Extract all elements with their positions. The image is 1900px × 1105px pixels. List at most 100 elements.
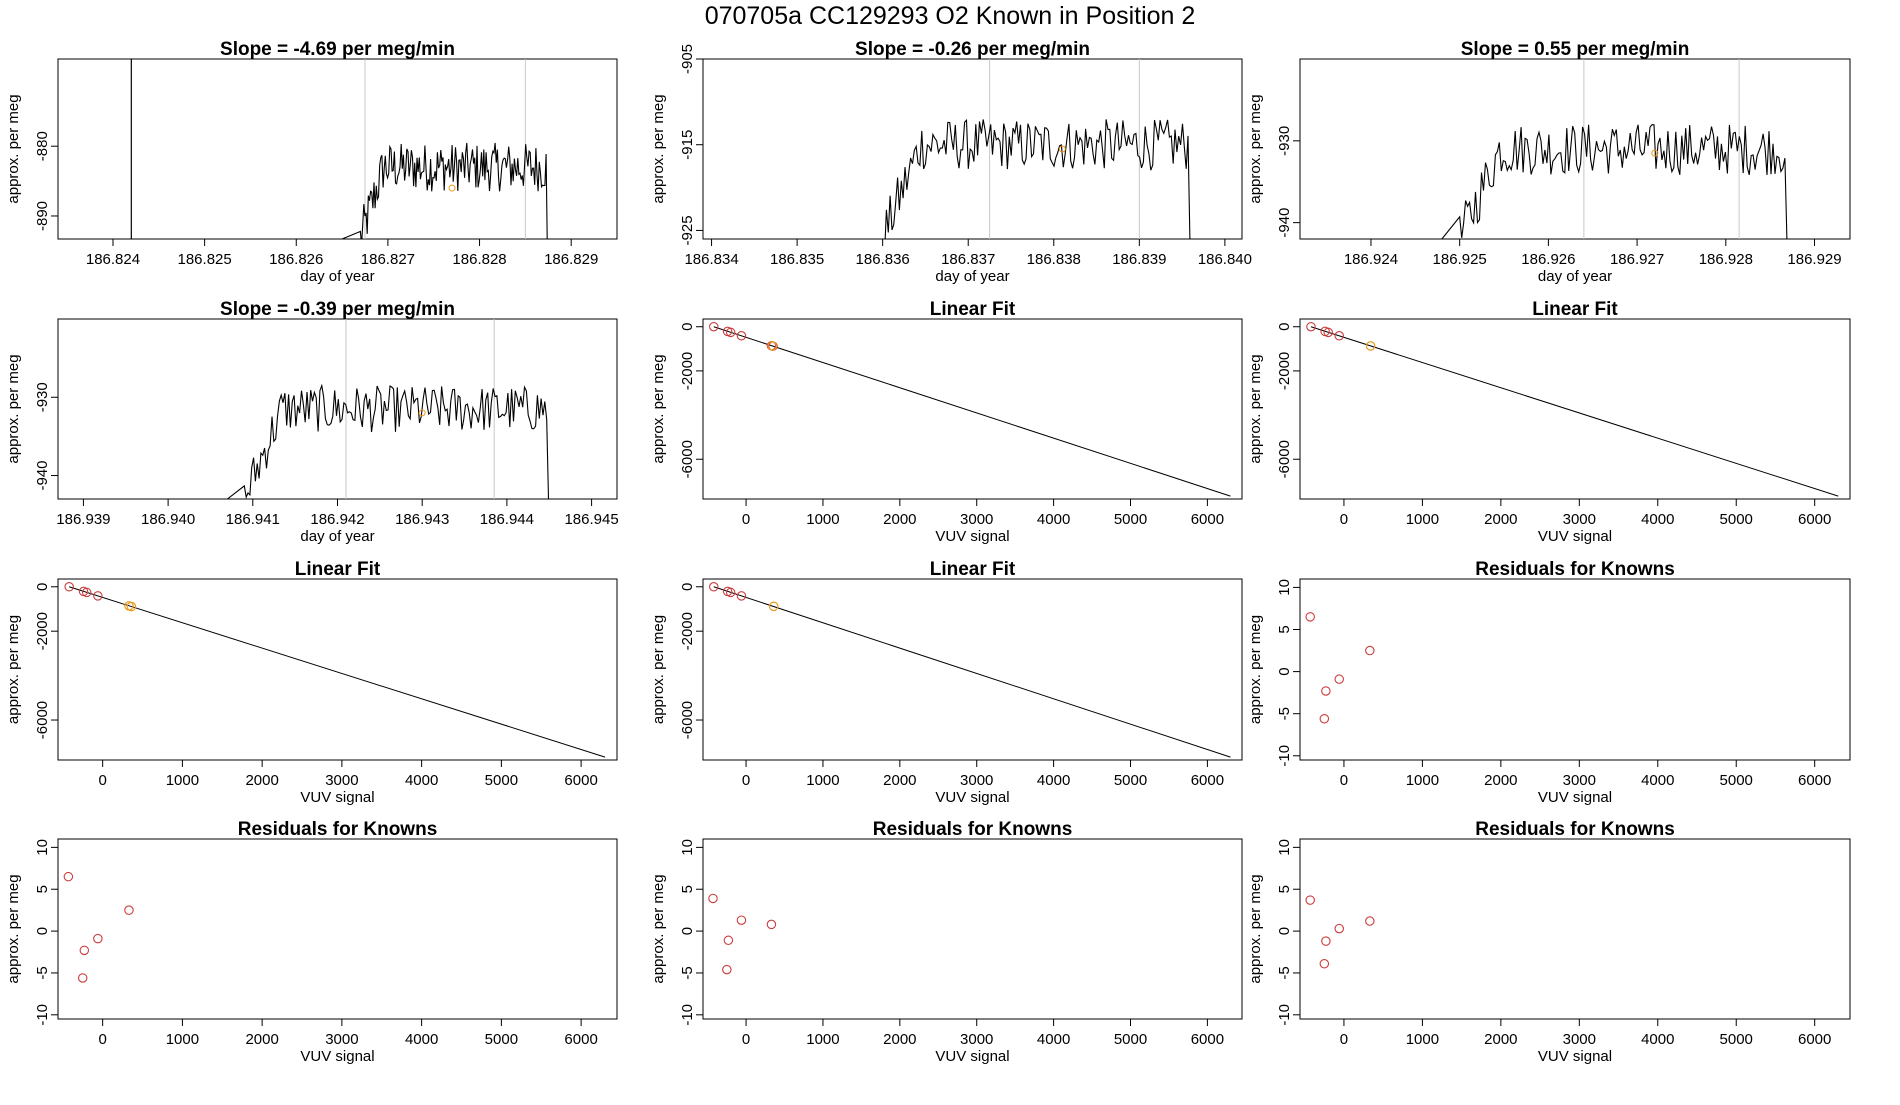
chart-title: Slope = -0.39 per meg/min — [220, 299, 455, 320]
x-tick-label: 3000 — [960, 511, 993, 528]
y-tick-label: 0 — [679, 927, 696, 935]
x-tick-label: 0 — [1340, 511, 1348, 528]
x-tick-label: 186.826 — [269, 251, 323, 268]
x-tick-label: 186.836 — [856, 251, 910, 268]
chart-title: Linear Fit — [930, 559, 1016, 580]
y-tick-label: -10 — [34, 1004, 51, 1026]
x-tick-label: 186.829 — [544, 251, 598, 268]
chart-row1-col2: Linear Fit 0 1000 2000 3000 4000 5000 6000 VUV s… — [650, 299, 1243, 545]
chart-row4-col1: Slope = -0.39 per meg/min 186.939 186.940 1… — [5, 299, 619, 545]
x-tick-label: 6000 — [1798, 1031, 1831, 1048]
y-tick-label: -890 — [34, 201, 51, 231]
y-tick-label: 0 — [1276, 667, 1293, 675]
data-point — [1334, 331, 1344, 341]
y-tick-label: 5 — [34, 885, 51, 893]
x-tick-label: 2000 — [1484, 1031, 1517, 1048]
plot-frame — [57, 838, 618, 1020]
y-tick-label: -940 — [1276, 208, 1293, 238]
data-point — [124, 905, 134, 915]
x-axis-label: VUV signal — [935, 789, 1009, 806]
x-tick-label: 6000 — [564, 1031, 597, 1048]
x-tick-label: 5000 — [1720, 772, 1753, 789]
chart-row4-col2: Linear Fit 0 1000 2000 3000 4000 5000 6000 VUV s… — [650, 559, 1243, 806]
y-tick-label: -5 — [1276, 966, 1293, 979]
x-axis-label: day of year — [300, 528, 374, 545]
y-axis-label: approx. per meg — [1247, 615, 1264, 724]
data-point — [1321, 936, 1331, 946]
chart-row2-col3: Residuals for Knowns 0 1000 2000 3000 4000 500… — [5, 819, 618, 1065]
fit-line — [69, 586, 606, 758]
chart-row1-col3: Residuals for Knowns 0 1000 2000 3000 4000 500… — [1247, 559, 1851, 806]
y-tick-label: -10 — [1276, 745, 1293, 767]
plot-area — [1300, 59, 1798, 239]
x-tick-label: 186.838 — [1027, 251, 1081, 268]
highlight-point — [768, 601, 779, 612]
chart-title: Slope = 0.55 per meg/min — [1461, 39, 1690, 60]
data-point — [77, 973, 88, 983]
x-tick-label: 0 — [742, 772, 750, 789]
data-trace — [58, 383, 559, 499]
x-tick-label: 186.825 — [178, 251, 232, 268]
x-tick-label: 186.925 — [1433, 251, 1487, 268]
x-tick-label: 186.828 — [452, 251, 506, 268]
x-tick-label: 186.924 — [1344, 251, 1398, 268]
x-tick-label: 6000 — [1798, 511, 1831, 528]
x-tick-label: 1000 — [166, 1031, 199, 1048]
x-tick-label: 186.928 — [1699, 251, 1753, 268]
x-tick-label: 0 — [742, 1031, 750, 1048]
y-tick-label: -6000 — [679, 701, 696, 739]
x-tick-label: 3000 — [1563, 511, 1596, 528]
x-tick-label: 186.837 — [941, 251, 995, 268]
x-axis-label: VUV signal — [935, 1048, 1009, 1065]
plot-area — [708, 893, 777, 975]
y-axis-label: approx. per meg — [5, 615, 22, 724]
data-point — [1323, 327, 1333, 338]
x-tick-label: 4000 — [405, 772, 438, 789]
x-tick-label: 4000 — [1641, 772, 1674, 789]
x-tick-label: 186.945 — [564, 511, 618, 528]
highlight-marker — [418, 409, 426, 417]
chart-title: Slope = -4.69 per meg/min — [220, 39, 455, 60]
chart-title: Linear Fit — [1532, 299, 1618, 320]
chart-row3-col1: Slope = 0.55 per meg/min 186.924 186.925 18… — [1247, 39, 1851, 285]
data-point — [1319, 958, 1330, 969]
x-tick-label: 1000 — [806, 772, 839, 789]
x-tick-label: 186.943 — [395, 511, 449, 528]
plot-frame — [57, 58, 618, 240]
x-tick-label: 5000 — [1720, 511, 1753, 528]
data-point — [1365, 916, 1375, 926]
chart-row3-col2: Linear Fit 0 1000 2000 3000 4000 5000 6000 VUV s… — [5, 559, 618, 806]
y-tick-label: -6000 — [1276, 440, 1293, 478]
x-tick-label: 1000 — [1406, 772, 1439, 789]
x-tick-label: 2000 — [245, 1031, 278, 1048]
x-tick-label: 6000 — [1191, 511, 1224, 528]
y-axis-label: approx. per meg — [1247, 874, 1264, 983]
data-point — [725, 587, 736, 598]
x-tick-label: 186.927 — [1610, 251, 1664, 268]
highlight-marker — [1651, 149, 1659, 157]
y-tick-label: 0 — [679, 323, 696, 331]
plot-frame — [1299, 58, 1851, 240]
x-tick-label: 4000 — [1037, 1031, 1070, 1048]
y-tick-label: -5 — [34, 966, 51, 979]
y-tick-label: -915 — [679, 130, 696, 160]
highlight-marker — [448, 184, 456, 192]
y-tick-label: -6000 — [34, 701, 51, 739]
x-tick-label: 3000 — [1563, 772, 1596, 789]
y-axis-label: approx. per meg — [650, 615, 667, 724]
y-tick-label: 10 — [34, 839, 51, 856]
x-tick-label: 4000 — [405, 1031, 438, 1048]
x-tick-label: 2000 — [245, 772, 278, 789]
chart-title: Residuals for Knowns — [1475, 559, 1675, 580]
x-tick-label: 186.840 — [1198, 251, 1252, 268]
data-point — [722, 964, 732, 975]
x-axis-label: day of year — [300, 268, 374, 285]
data-point — [1334, 674, 1344, 684]
chart-title: Slope = -0.26 per meg/min — [855, 39, 1090, 60]
plot-frame — [1299, 838, 1851, 1020]
x-axis-label: VUV signal — [1538, 528, 1612, 545]
x-tick-label: 186.839 — [1112, 251, 1166, 268]
highlight-point — [1365, 341, 1376, 351]
data-point — [63, 871, 74, 882]
x-tick-label: 0 — [1340, 1031, 1348, 1048]
